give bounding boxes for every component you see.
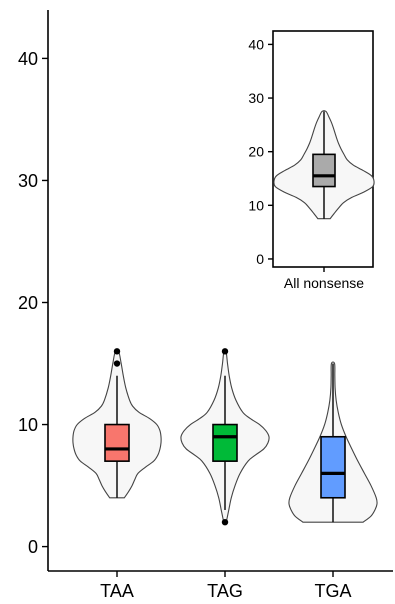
main-plot: 0 10 20 30 40 TAA TAG TGA	[18, 10, 393, 601]
inset-violins	[273, 110, 375, 220]
y-tick-label: 10	[18, 415, 38, 435]
outlier-point	[221, 518, 229, 526]
x-tick-label: TGA	[314, 581, 351, 601]
y-tick-label: 30	[18, 171, 38, 191]
y-tick-label: 40	[18, 49, 38, 69]
y-tick-label: 10	[248, 197, 264, 213]
inset-plot: 0 10 20 30 40 All nonsense	[248, 30, 375, 291]
box-tag	[212, 423, 238, 462]
y-tick-label: 20	[248, 144, 264, 160]
y-tick-label: 0	[28, 537, 38, 557]
y-tick-label: 20	[18, 293, 38, 313]
outlier-point	[113, 348, 121, 355]
box-all-nonsense	[312, 153, 336, 188]
box-taa	[104, 423, 130, 462]
main-violins	[72, 348, 378, 526]
x-tick-label: TAG	[207, 581, 243, 601]
y-tick-label: 40	[248, 36, 264, 52]
box-tga	[320, 435, 346, 499]
y-tick-label: 30	[248, 90, 264, 106]
outlier-point	[113, 360, 121, 367]
main-y-ticks: 0 10 20 30 40	[18, 49, 48, 557]
x-tick-label: All nonsense	[284, 275, 364, 291]
inset-x-ticks: All nonsense	[284, 267, 364, 291]
x-tick-label: TAA	[100, 581, 134, 601]
outlier-point	[221, 348, 229, 355]
y-tick-label: 0	[256, 251, 264, 267]
main-x-ticks: TAA TAG TGA	[100, 571, 352, 601]
inset-y-ticks: 0 10 20 30 40	[248, 36, 273, 267]
